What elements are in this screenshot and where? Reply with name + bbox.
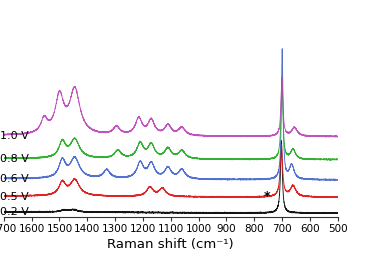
X-axis label: Raman shift (cm⁻¹): Raman shift (cm⁻¹)	[107, 238, 234, 251]
Text: 0.5 V: 0.5 V	[0, 192, 28, 202]
Text: 0.6 V: 0.6 V	[0, 174, 28, 184]
Text: 0.8 V: 0.8 V	[0, 154, 29, 164]
Text: 0.2 V: 0.2 V	[0, 207, 29, 217]
Text: 1.0 V: 1.0 V	[0, 131, 28, 141]
Text: *: *	[264, 190, 271, 203]
